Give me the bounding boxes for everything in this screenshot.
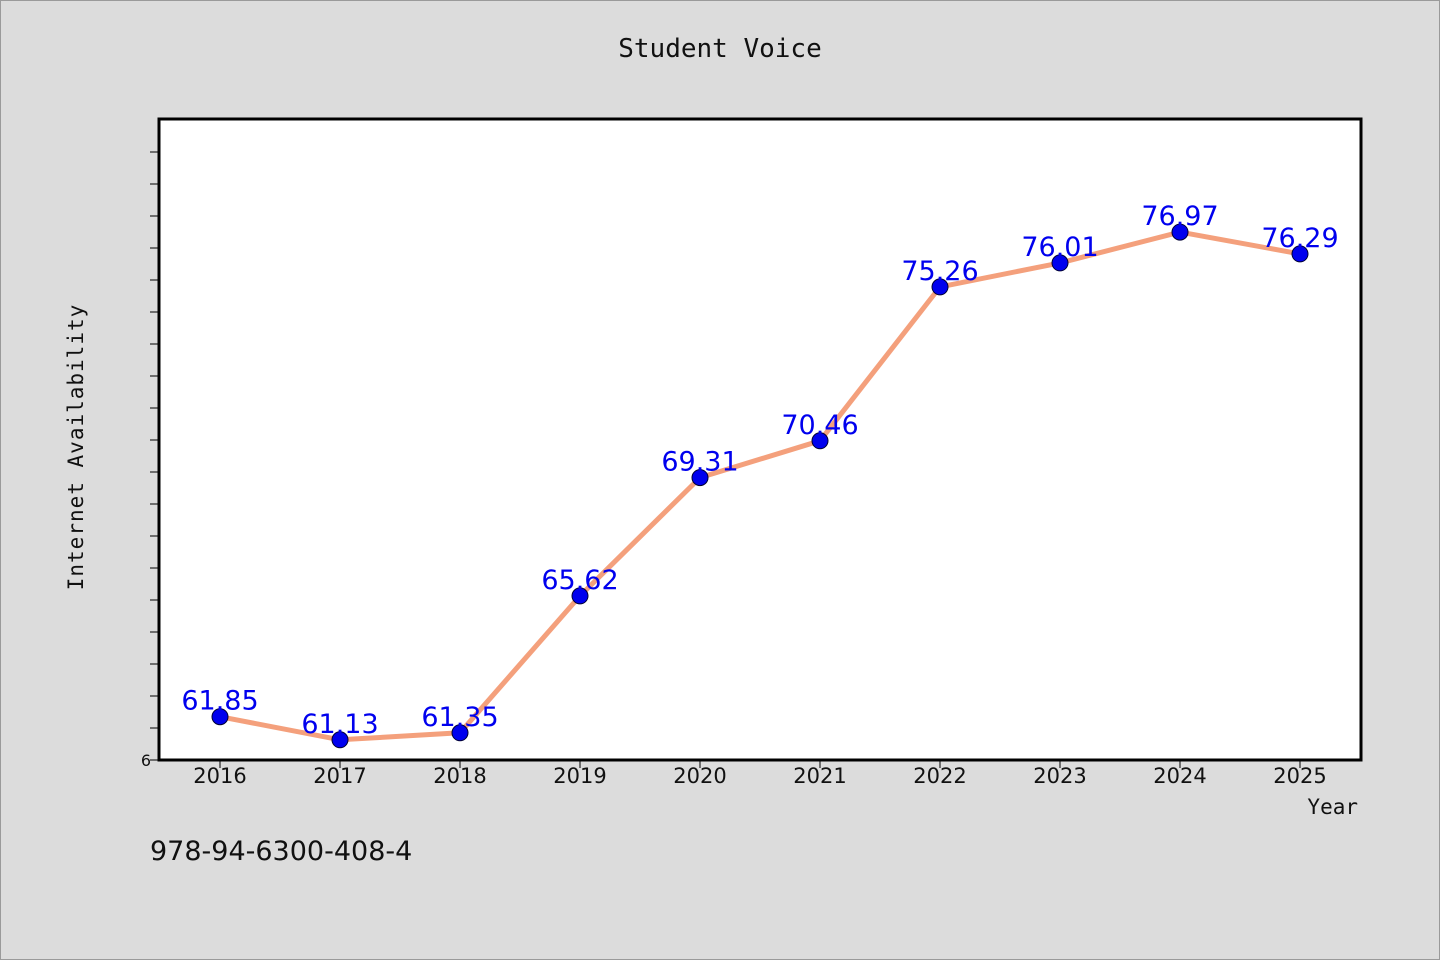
data-label: 61.13 [301, 709, 378, 740]
data-label: 70.46 [781, 410, 858, 441]
x-axis-ticks: 2016 2017 2018 2019 2020 2021 2022 2023 2024 2025 [193, 760, 1327, 788]
chart-title: Student Voice [618, 34, 822, 64]
data-label: 69.31 [661, 447, 738, 478]
x-tick-label: 2022 [913, 764, 966, 788]
data-label: 76.97 [1141, 201, 1218, 232]
x-axis-label: Year [1307, 795, 1358, 819]
plot-area [157, 117, 1363, 762]
y-tick-label: 6 [141, 751, 151, 770]
x-tick-label: 2019 [553, 764, 606, 788]
data-point[interactable] [1291, 245, 1309, 263]
data-label: 61.35 [421, 702, 498, 733]
x-tick-label: 2020 [673, 764, 726, 788]
x-tick-label: 2016 [193, 764, 246, 788]
data-point[interactable] [931, 278, 949, 296]
data-label: 76.01 [1021, 232, 1098, 263]
data-label: 75.26 [901, 256, 978, 287]
data-label: 76.29 [1261, 223, 1338, 254]
data-point[interactable] [1171, 223, 1189, 241]
data-point[interactable] [691, 469, 709, 487]
isbn-text: 978-94-6300-408-4 [150, 836, 413, 867]
series-line [217, 229, 1303, 743]
data-point[interactable] [211, 708, 229, 726]
data-label: 65.62 [541, 565, 618, 596]
data-point[interactable] [1051, 254, 1069, 272]
data-label: 61.85 [181, 686, 258, 717]
x-tick-label: 2023 [1033, 764, 1086, 788]
x-tick-label: 2021 [793, 764, 846, 788]
x-tick-label: 2025 [1273, 764, 1326, 788]
y-axis-ticks: 6 [141, 151, 158, 770]
data-point[interactable] [331, 731, 349, 749]
x-tick-label: 2024 [1153, 764, 1206, 788]
series-group: 61.85 61.13 61.35 65.62 69.31 70.46 75.26 76.01… [181, 201, 1339, 749]
data-point[interactable] [811, 432, 829, 450]
x-tick-label: 2018 [433, 764, 486, 788]
data-point[interactable] [451, 724, 469, 742]
x-tick-label: 2017 [313, 764, 366, 788]
data-point[interactable] [571, 587, 589, 605]
